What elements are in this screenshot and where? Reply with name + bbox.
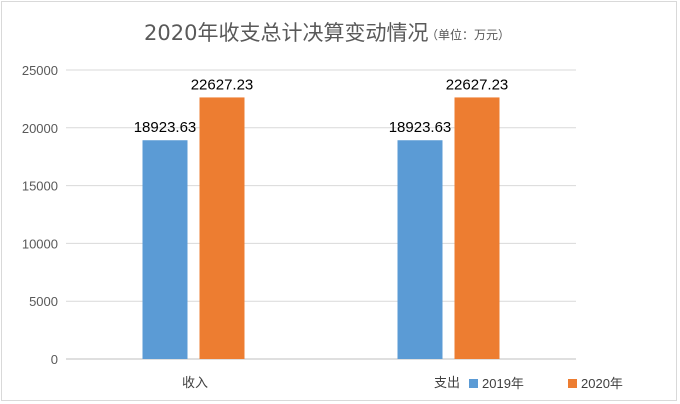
y-tick-label: 20000 (22, 121, 58, 136)
category-label: 收入 (182, 376, 208, 391)
data-label: 18923.63 (389, 119, 452, 136)
bars (142, 97, 500, 359)
y-axis-ticks: 0 5000 10000 15000 20000 25000 (22, 63, 58, 367)
legend-label: 2020年 (581, 376, 623, 391)
y-tick-label: 25000 (22, 63, 58, 78)
chart-title-unit: （单位：万元） (426, 27, 510, 42)
data-label: 22627.23 (191, 76, 254, 93)
chart-title: 2020年收支总计决算变动情况 (144, 21, 428, 45)
data-label: 22627.23 (446, 76, 509, 93)
y-tick-label: 5000 (29, 294, 58, 309)
legend-swatch (568, 379, 577, 388)
y-tick-label: 0 (51, 352, 58, 367)
category-label: 支出 (434, 376, 460, 391)
y-tick-label: 15000 (22, 179, 58, 194)
data-label: 18923.63 (134, 119, 197, 136)
legend: 2019年 2020年 (469, 376, 623, 391)
y-tick-label: 10000 (22, 236, 58, 251)
legend-swatch (469, 379, 478, 388)
bar (454, 97, 500, 359)
data-labels: 18923.63 22627.23 18923.63 22627.23 (134, 76, 509, 136)
category-labels: 收入 支出 (182, 376, 460, 391)
bar (142, 140, 188, 359)
bar (199, 97, 245, 359)
bar (397, 140, 443, 359)
legend-label: 2019年 (482, 376, 524, 391)
